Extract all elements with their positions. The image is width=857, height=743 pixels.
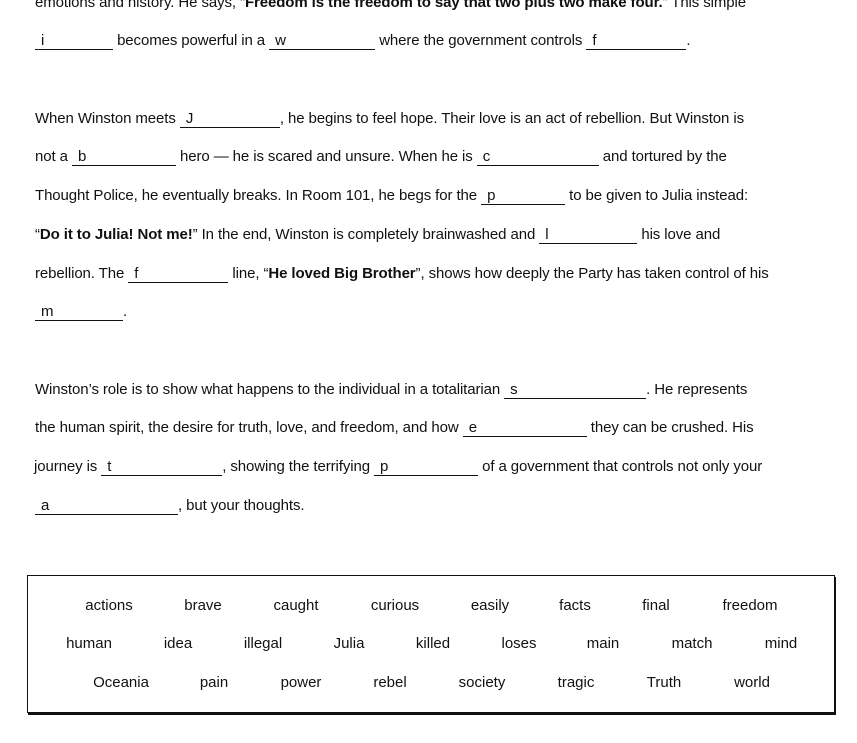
word-bank-word: facts [559,597,591,614]
fill-in-blank[interactable]: i [35,33,113,50]
fill-in-blank[interactable]: f [586,33,687,50]
word-bank-word: rebel [373,674,407,691]
passage-line: m. [35,302,127,322]
word-bank-word: illegal [243,635,283,652]
passage-text: , he begins to feel hope. Their love is … [279,110,744,127]
passage-text: rebellion. The [35,265,129,282]
passage-text: his love and [637,226,721,243]
passage-text: Thought Police, he eventually breaks. In… [35,187,482,204]
word-bank-word: tragic [557,674,595,691]
passage-text: “ [35,226,40,243]
word-bank-word: world [734,674,770,691]
bold-quote: He loved Big Brother [268,265,416,282]
passage-text: becomes powerful in a [113,32,270,49]
word-bank: actions brave caught curious easily facts fina… [27,575,835,713]
word-bank-word: Truth [646,674,682,691]
passage-text: ” In the end, Winston is completely brai… [192,226,540,243]
word-bank-word: easily [470,597,510,614]
word-bank-word: curious [370,597,420,614]
word-bank-word: Oceania [93,674,149,691]
fill-in-blank[interactable]: J [179,111,280,128]
passage-line: not a b hero — he is scared and unsure. … [35,147,727,167]
word-bank-word: power [280,674,322,691]
bold-quote: Do it to Julia! Not me! [39,226,193,243]
passage-text: ”, shows how deeply the Party has taken … [415,265,769,282]
fill-in-blank[interactable]: s [504,382,647,399]
fill-in-blank[interactable]: a [35,498,178,515]
fill-in-blank[interactable]: e [462,420,587,437]
word-bank-word: pain [199,674,229,691]
word-bank-word: final [642,597,670,614]
word-bank-word: caught [273,597,319,614]
passage-text: of a government that controls not only y… [478,458,763,475]
passage-line: rebellion. The f line, “He loved Big Bro… [35,264,769,284]
word-bank-word: actions [85,597,133,614]
passage-line: Thought Police, he eventually breaks. In… [35,186,748,206]
word-bank-word: idea [163,635,193,652]
passage-line: “Do it to Julia! Not me!” In the end, Wi… [35,225,720,245]
passage-line: i becomes powerful in a w where the gove… [35,31,690,51]
passage-text: When Winston meets [35,110,180,127]
fill-in-blank[interactable]: c [476,149,599,166]
passage-text: emotions and history. He says, “ [35,0,245,11]
word-bank-word: main [586,635,620,652]
fill-in-blank[interactable]: w [269,33,376,50]
passage-text: where the government controls [375,32,587,49]
word-bank-word: society [458,674,506,691]
passage-text: . [686,32,691,49]
word-bank-word: freedom [722,597,778,614]
passage-line: the human spirit, the desire for truth, … [35,418,754,438]
word-bank-word: human [66,635,112,652]
passage-text: journey is [34,458,102,475]
passage-line: When Winston meets J, he begins to feel … [35,109,744,129]
passage-text: , but your thoughts. [178,497,305,514]
passage-text: the human spirit, the desire for truth, … [35,419,463,436]
fill-in-blank[interactable]: b [71,149,176,166]
passage-text: , showing the terrifying [222,458,375,475]
passage-text: and tortured by the [598,148,727,165]
bold-quote: Freedom is the freedom to say that two p… [244,0,663,11]
fill-in-blank[interactable]: f [128,266,229,283]
word-bank-word: brave [184,597,222,614]
word-bank-word: mind [764,635,798,652]
passage-text: hero — he is scared and unsure. When he … [175,148,477,165]
passage-text: they can be crushed. His [586,419,754,436]
passage-text: . He represents [646,381,748,398]
fill-in-blank[interactable]: t [101,459,223,476]
fill-in-blank[interactable]: p [481,188,566,205]
word-bank-word: match [671,635,713,652]
passage-text: not a [35,148,72,165]
word-bank-word: killed [415,635,451,652]
fill-in-blank[interactable]: p [374,459,479,476]
passage-line: journey is t, showing the terrifying p o… [34,457,762,477]
passage-text: ” This simple [662,0,747,11]
passage-text: Winston’s role is to show what happens t… [35,381,505,398]
passage-text: line, “ [228,265,269,282]
fill-in-blank[interactable]: m [35,304,123,321]
passage-line: emotions and history. He says, “Freedom … [35,0,746,13]
word-bank-word: loses [501,635,537,652]
passage-text: to be given to Julia instead: [565,187,749,204]
fill-in-blank[interactable]: l [539,227,638,244]
passage-line: a, but your thoughts. [35,496,305,516]
word-bank-word: Julia [333,635,365,652]
passage-text: . [123,303,128,320]
passage-line: Winston’s role is to show what happens t… [35,380,747,400]
